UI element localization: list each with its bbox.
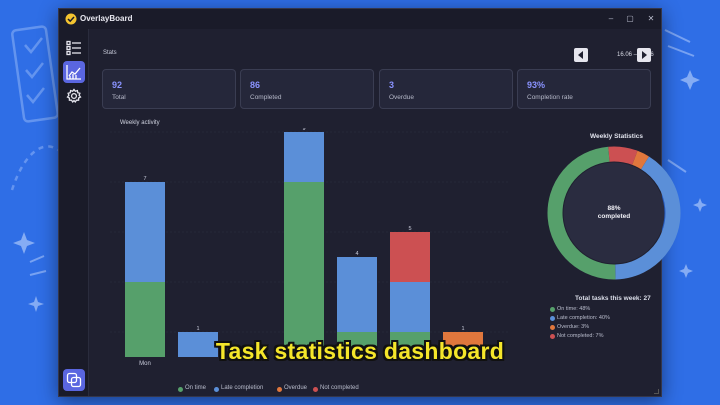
- legend-label: Not completed: [320, 385, 359, 391]
- bar-segment-on-time[interactable]: [125, 282, 165, 357]
- close-button[interactable]: ✕: [647, 14, 655, 23]
- previous-week-button[interactable]: [574, 48, 588, 62]
- donut-legend-overdue: Overdue: 3%: [550, 324, 670, 333]
- bar-segment-late-completion[interactable]: [390, 282, 430, 332]
- weekly-statistics-donut: [547, 146, 681, 280]
- bar-segment-late-completion[interactable]: [284, 132, 324, 182]
- legend-swatch: [178, 387, 183, 392]
- video-caption: Task statistics dashboard: [215, 338, 505, 364]
- bar-total-label: 1: [461, 326, 464, 332]
- legend-label: Late completion: [221, 385, 264, 391]
- legend-label: Late completion: 40%: [557, 315, 610, 321]
- stat-card-total: 92 Total: [102, 69, 236, 109]
- donut-hole: [563, 162, 665, 264]
- overlay-icon: [66, 372, 82, 388]
- app-logo-icon: [65, 13, 77, 25]
- legend-swatch: [550, 325, 555, 330]
- bar-total-label: 9: [302, 128, 305, 132]
- weekly-activity-chart: 7 Mon 1 9 4 5 1: [110, 128, 510, 367]
- bar-segment-late-completion[interactable]: [125, 182, 165, 282]
- stat-value: 3: [389, 80, 395, 90]
- task-list-icon: [66, 40, 81, 56]
- bar-total-label: 4: [355, 251, 358, 257]
- legend-label: On time: 48%: [557, 306, 591, 312]
- donut-slice-on-time[interactable]: [547, 146, 681, 280]
- stat-label: Completed: [250, 94, 282, 101]
- bar-segment-late-completion[interactable]: [178, 332, 218, 357]
- completion-percentage: 88%: [607, 205, 621, 212]
- bar-total-label: 1: [196, 326, 199, 332]
- main-content: Stats 16.06 – 22.06 92 Total 86 Complete…: [90, 29, 681, 396]
- stat-value: 92: [112, 80, 123, 90]
- next-week-button[interactable]: [637, 48, 651, 62]
- bar-segment-late-completion[interactable]: [337, 257, 377, 332]
- sidebar: [59, 29, 89, 396]
- chevron-right-icon: [642, 51, 647, 59]
- donut-slice-late-completion[interactable]: [547, 146, 681, 280]
- legend-swatch: [313, 387, 318, 392]
- bar-segment-not-completed[interactable]: [390, 232, 430, 282]
- legend-swatch: [550, 307, 555, 312]
- stat-card-completed: 86 Completed: [240, 69, 374, 109]
- completion-caption: completed: [597, 213, 631, 220]
- overlay-toggle-button[interactable]: [63, 369, 85, 391]
- legend-swatch: [277, 387, 282, 392]
- donut-legend-not-completed: Not completed: 7%: [550, 333, 670, 342]
- chart-icon: [66, 65, 81, 80]
- gear-icon: [66, 88, 82, 104]
- legend-label: Not completed: 7%: [557, 333, 604, 339]
- sidebar-item-stats[interactable]: [63, 61, 85, 83]
- donut-center-label: 88% completed: [581, 205, 647, 221]
- donut-legend-late-completion: Late completion: 40%: [550, 315, 670, 324]
- maximize-button[interactable]: ▢: [626, 14, 634, 23]
- page-title: Stats: [103, 50, 117, 56]
- legend-swatch: [550, 334, 555, 339]
- total-tasks-week: Total tasks this week: 27: [575, 295, 651, 302]
- bar-segment-on-time[interactable]: [390, 332, 430, 357]
- legend-label: Overdue: 3%: [557, 324, 590, 330]
- donut-chart-title: Weekly Statistics: [590, 133, 643, 140]
- legend-label: On time: [185, 385, 207, 391]
- stat-value: 86: [250, 80, 261, 90]
- app-title: OverlayBoard: [80, 14, 133, 23]
- sidebar-item-tasks[interactable]: [63, 37, 85, 59]
- legend-swatch: [214, 387, 219, 392]
- date-range: 16.06 – 22.06: [617, 52, 654, 58]
- bar-segment-on-time[interactable]: [284, 182, 324, 357]
- bar-total-label: 7: [143, 176, 146, 182]
- bar-segment-overdue[interactable]: [443, 332, 483, 357]
- bar-total-label: 5: [408, 226, 411, 232]
- x-tick-label: Mon: [139, 361, 151, 367]
- legend-label: Overdue: [284, 385, 308, 391]
- stat-value: 93%: [527, 80, 546, 90]
- stat-card-overdue: 3 Overdue: [379, 69, 513, 109]
- resize-grip[interactable]: [654, 389, 659, 394]
- stat-label: Total: [112, 94, 126, 101]
- stat-card-completion-rate: 93% Completion rate: [517, 69, 651, 109]
- bar-segment-on-time[interactable]: [337, 332, 377, 357]
- stat-label: Completion rate: [527, 94, 573, 101]
- donut-legend-on-time: On time: 48%: [550, 306, 670, 315]
- legend-swatch: [550, 316, 555, 321]
- chevron-left-icon: [578, 51, 583, 59]
- title-bar: OverlayBoard – ▢ ✕: [59, 9, 661, 29]
- app-window: OverlayBoard – ▢ ✕: [58, 8, 681, 397]
- stat-label: Overdue: [389, 94, 414, 101]
- sidebar-item-settings[interactable]: [63, 85, 85, 107]
- minimize-button[interactable]: –: [608, 14, 614, 23]
- bar-chart-title: Weekly activity: [120, 120, 160, 126]
